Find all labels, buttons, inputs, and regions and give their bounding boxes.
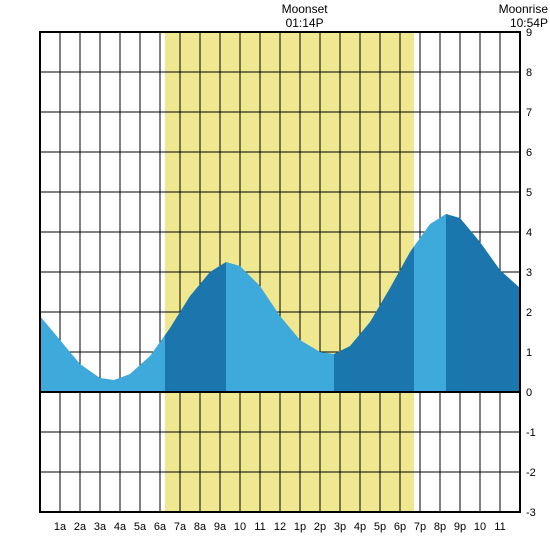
x-tick-label: 11 — [254, 521, 265, 533]
tide-segment — [414, 214, 446, 392]
y-tick-label: 0 — [526, 387, 532, 399]
x-tick-label: 7p — [414, 521, 426, 533]
y-tick-label: 5 — [526, 187, 532, 199]
x-tick-label: 1p — [294, 521, 306, 533]
x-tick-label: 6a — [154, 521, 167, 533]
x-tick-label: 10 — [474, 521, 486, 533]
x-tick-label: 3p — [334, 521, 346, 533]
y-tick-label: 2 — [526, 307, 532, 319]
y-tick-label: 8 — [526, 67, 532, 79]
y-tick-label: -1 — [526, 427, 536, 439]
y-tick-label: 7 — [526, 107, 532, 119]
x-tick-label: 11 — [494, 521, 505, 533]
x-tick-label: 4p — [354, 521, 366, 533]
x-tick-label: 10 — [234, 521, 246, 533]
x-tick-label: 9a — [214, 521, 227, 533]
y-tick-label: 4 — [526, 227, 532, 239]
tide-chart: -3-2-101234567891a2a3a4a5a6a7a8a9a101112… — [0, 0, 550, 550]
x-tick-label: 2p — [314, 521, 326, 533]
moonset-label: Moonset — [282, 2, 329, 16]
y-tick-label: -2 — [526, 467, 536, 479]
x-tick-label: 6p — [394, 521, 406, 533]
x-tick-label: 1a — [54, 521, 67, 533]
chart-svg: -3-2-101234567891a2a3a4a5a6a7a8a9a101112… — [0, 0, 550, 550]
x-tick-label: 3a — [94, 521, 107, 533]
x-tick-label: 8a — [194, 521, 207, 533]
x-tick-label: 8p — [434, 521, 446, 533]
y-tick-label: 6 — [526, 147, 532, 159]
y-tick-label: -3 — [526, 507, 536, 519]
x-tick-label: 2a — [74, 521, 87, 533]
x-tick-label: 4a — [114, 521, 127, 533]
moonrise-time: 10:54P — [510, 16, 548, 30]
moonrise-label: Moonrise — [499, 2, 549, 16]
x-tick-label: 7a — [174, 521, 187, 533]
x-tick-label: 12 — [274, 521, 286, 533]
x-tick-label: 5a — [134, 521, 147, 533]
y-tick-label: 3 — [526, 267, 532, 279]
x-tick-label: 9p — [454, 521, 466, 533]
y-tick-label: 1 — [526, 347, 532, 359]
x-tick-label: 5p — [374, 521, 386, 533]
moonset-time: 01:14P — [286, 16, 324, 30]
